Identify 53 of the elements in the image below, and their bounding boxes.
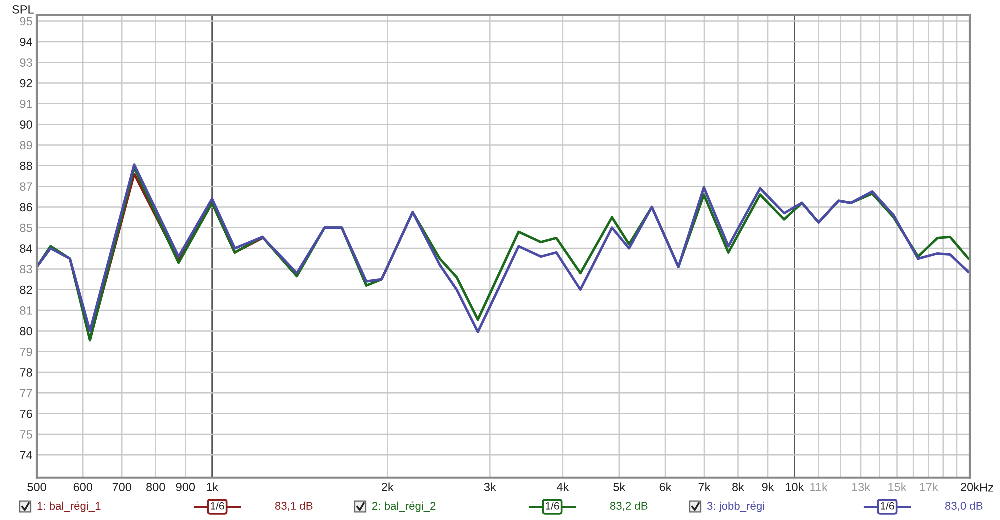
x-tick-label: 4k	[556, 482, 570, 492]
y-tick-label: 74	[20, 451, 32, 460]
text: 1/6	[546, 502, 560, 510]
y-tick-label: 91	[20, 100, 32, 108]
x-tick-label: 6k	[660, 482, 672, 492]
y-tick-label: 94	[20, 38, 32, 46]
x-axis-title: Hz	[980, 484, 994, 492]
y-tick-label: 79	[20, 348, 32, 356]
y-tick-label: 76	[20, 410, 32, 418]
y-tick-label: 89	[20, 141, 32, 150]
x-tick-label: 9k	[762, 482, 774, 492]
x-tick-label: 1k	[206, 482, 219, 492]
x-tick-label: 15k	[888, 482, 907, 492]
x-tick-label: 8k	[732, 482, 744, 492]
x-tick-label: 17k	[920, 482, 938, 492]
text: 83,1 dB	[275, 502, 313, 512]
y-tick-label: 82	[20, 286, 32, 294]
x-tick-label: 10k	[786, 482, 804, 492]
y-tick-label: 85	[20, 224, 32, 232]
y-tick-label: 77	[20, 389, 32, 398]
x-tick-label: 2k	[382, 482, 394, 492]
text: 2: bal_régi_2	[372, 502, 436, 512]
y-tick-label: 83	[20, 265, 32, 274]
x-tick-label: 20k	[961, 482, 980, 492]
y-tick-label: 86	[20, 203, 32, 212]
x-tick-label: 900	[176, 483, 196, 492]
y-tick-label: 81	[20, 306, 32, 315]
text: 83,0 dB	[945, 502, 983, 512]
y-tick-label: 90	[20, 120, 32, 129]
y-tick-label: 75	[20, 430, 32, 439]
x-tick-label: 7k	[698, 482, 711, 492]
y-tick-label: 84	[20, 244, 32, 253]
x-tick-label: 13k	[852, 482, 871, 492]
text: 1: bal_régi_1	[38, 502, 101, 512]
x-tick-label: 600	[74, 483, 92, 492]
text: 1/6	[881, 502, 894, 510]
y-tick-label: 92	[20, 79, 32, 88]
y-tick-label: 78	[20, 368, 32, 377]
x-tick-label: 3k	[484, 482, 496, 492]
x-tick-label: 11k	[810, 482, 828, 492]
text: 1/6	[211, 502, 224, 510]
x-tick-label: 700	[112, 483, 132, 492]
x-tick-label: 800	[146, 483, 166, 492]
y-tick-label: 80	[20, 327, 32, 336]
text: 83,2 dB	[610, 502, 648, 512]
x-tick-label: 5k	[614, 482, 626, 492]
y-tick-label: 88	[20, 162, 32, 170]
x-tick-label: 500	[28, 483, 46, 492]
y-tick-label: 87	[20, 182, 32, 191]
y-tick-label: 95	[20, 17, 32, 26]
text: 3: jobb_régi	[707, 502, 764, 512]
y-tick-label: 93	[20, 58, 32, 67]
y-axis-title: SPL	[12, 6, 34, 14]
